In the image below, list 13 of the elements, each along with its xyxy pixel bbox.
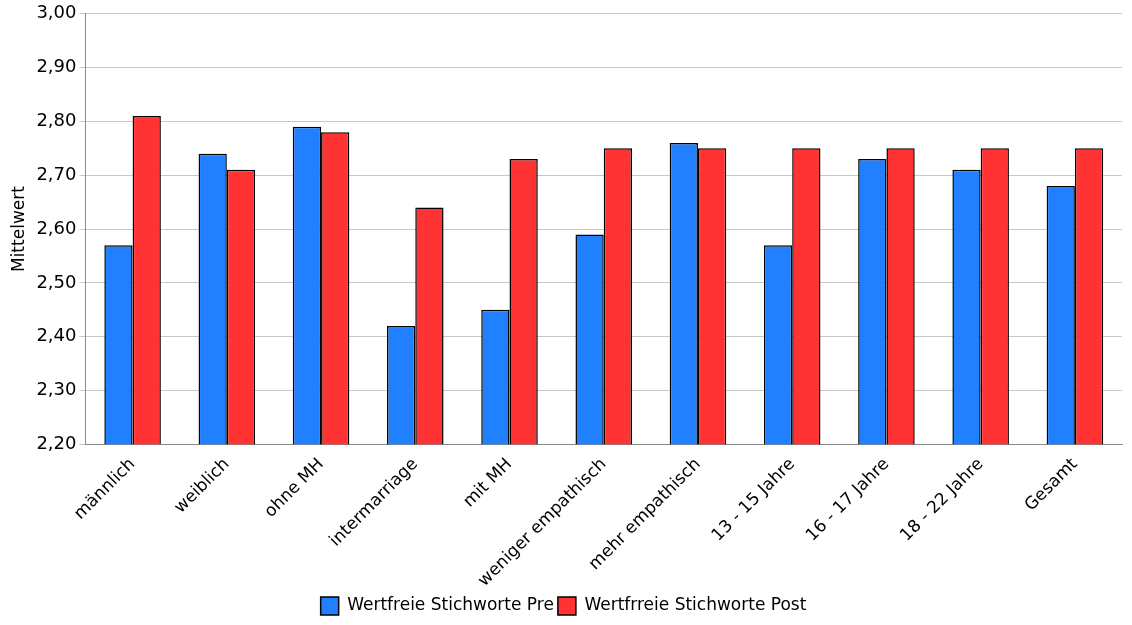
x-tick-label: mit MH xyxy=(458,453,516,511)
y-tick-label: 3,00 xyxy=(36,1,77,23)
legend-label: Wertfreie Stichworte Pre xyxy=(347,594,554,615)
y-axis-title: Mittelwert xyxy=(7,185,28,273)
y-tick-label: 2,30 xyxy=(36,378,77,400)
y-tick-label: 2,60 xyxy=(36,216,77,238)
y-tick-label: 2,90 xyxy=(36,55,77,77)
y-tick-label: 2,40 xyxy=(36,324,77,346)
y-tick-label: 2,70 xyxy=(36,162,77,184)
y-tick-label: 2,20 xyxy=(36,432,77,454)
y-tick-label: 2,80 xyxy=(36,109,77,131)
legend-label: Wertfrreie Stichworte Post xyxy=(584,594,807,615)
y-tick-label: 2,50 xyxy=(36,270,77,292)
